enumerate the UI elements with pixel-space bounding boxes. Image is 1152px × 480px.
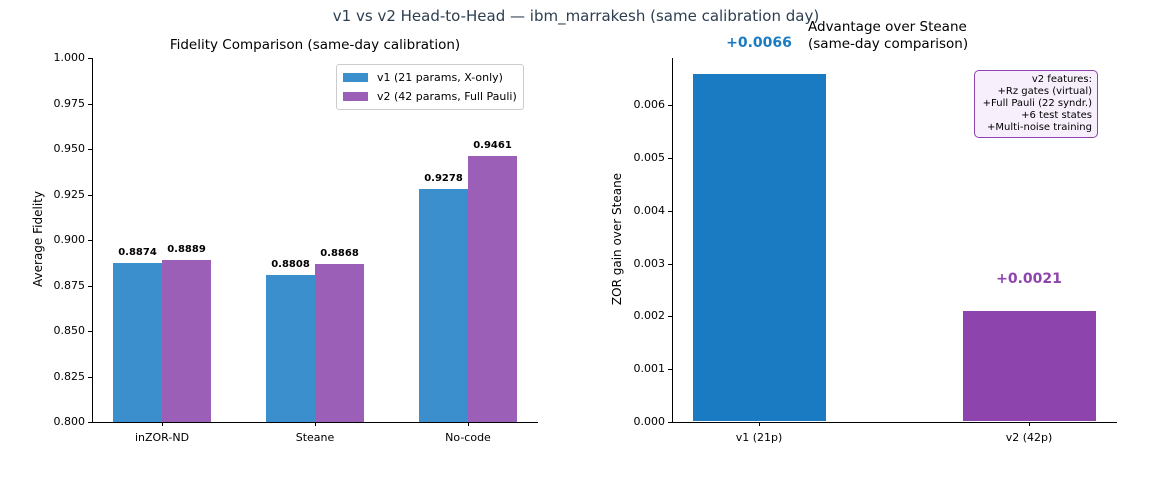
bar-value-label: 0.8889 — [167, 244, 206, 256]
legend: v1 (21 params, X-only) v2 (42 params, Ful… — [336, 64, 524, 110]
bar-value-label: 0.9278 — [424, 173, 463, 185]
bar-v2 — [468, 156, 517, 422]
legend-label: v1 (21 params, X-only) — [377, 71, 503, 84]
y-tick-label: 0.900 — [53, 233, 86, 246]
y-tick-label: 0.003 — [633, 256, 666, 270]
x-tick — [315, 422, 316, 426]
x-tick — [759, 422, 760, 426]
legend-item: v2 (42 params, Full Pauli) — [343, 87, 517, 106]
y-tick-label: 0.800 — [53, 415, 86, 428]
y-axis — [92, 58, 93, 422]
y-tick — [88, 376, 92, 378]
y-tick-label: 0.850 — [53, 324, 86, 337]
gain-value-label: +0.0021 — [996, 271, 1062, 288]
bar-v2 — [315, 264, 364, 422]
bar-value-label: 0.8874 — [118, 246, 157, 258]
bar-value-label: 0.9461 — [473, 140, 512, 152]
bar-v1 — [266, 274, 315, 422]
y-tick — [668, 369, 672, 371]
legend-swatch — [343, 73, 368, 82]
bar-v1 — [113, 262, 162, 422]
y-tick — [88, 103, 92, 105]
x-tick — [162, 422, 163, 426]
v2-features-annotation: v2 features: +Rz gates (virtual) +Full Pau… — [974, 70, 1098, 138]
y-tick-label: 0.000 — [633, 415, 666, 428]
bar-v1 — [419, 189, 468, 422]
y-tick-label: 1.000 — [53, 51, 86, 64]
y-tick — [668, 263, 672, 265]
y-tick — [668, 105, 672, 107]
annotation-line: +Rz gates (virtual) — [997, 86, 1092, 97]
y-tick-label: 0.005 — [633, 151, 666, 165]
y-tick — [88, 149, 92, 150]
chart-title: Advantage over Steane (same-day comparis… — [808, 19, 969, 52]
bar-v2 — [962, 311, 1096, 421]
y-tick — [88, 58, 92, 59]
bar-value-label: 0.8808 — [271, 258, 310, 270]
annotation-line: v2 features: — [1031, 74, 1092, 85]
x-tick-label: v2 (42p) — [1005, 431, 1053, 444]
y-tick-label: 0.875 — [53, 278, 86, 292]
y-tick — [668, 210, 672, 212]
y-tick-label: 0.825 — [53, 369, 86, 383]
y-tick — [88, 194, 92, 196]
y-axis-label: Average Fidelity — [31, 191, 45, 287]
annotation-line: +Multi-noise training — [987, 122, 1092, 133]
y-tick-label: 0.950 — [53, 142, 86, 155]
y-tick — [668, 422, 672, 423]
chart-title: Fidelity Comparison (same-day calibratio… — [169, 37, 461, 53]
legend-item: v1 (21 params, X-only) — [343, 68, 517, 87]
y-tick — [668, 316, 672, 318]
gain-value-label: +0.0066 — [726, 35, 792, 51]
y-tick — [88, 331, 92, 332]
y-tick-label: 0.975 — [53, 96, 86, 110]
x-tick-label: inZOR-ND — [134, 431, 190, 444]
y-tick — [668, 158, 672, 160]
x-tick-label: v1 (21p) — [735, 431, 783, 444]
legend-swatch — [343, 92, 368, 101]
y-tick-label: 0.006 — [633, 98, 666, 112]
x-tick-label: Steane — [295, 431, 335, 444]
x-axis — [672, 422, 1117, 423]
legend-label: v2 (42 params, Full Pauli) — [377, 90, 517, 103]
y-tick — [88, 422, 92, 423]
bar-value-label: 0.8868 — [320, 248, 359, 260]
x-tick — [468, 422, 469, 426]
annotation-line: +6 test states — [1021, 110, 1092, 121]
figure-title: v1 vs v2 Head-to-Head — ibm_marrakesh (s… — [332, 7, 820, 25]
bar-v2 — [162, 260, 211, 422]
y-axis — [672, 58, 673, 422]
y-tick — [88, 240, 92, 241]
y-tick — [88, 285, 92, 287]
x-tick-label: No-code — [445, 431, 491, 444]
x-tick — [1029, 422, 1030, 426]
annotation-line: +Full Pauli (22 syndr.) — [982, 98, 1092, 109]
y-tick-label: 0.004 — [633, 203, 666, 217]
y-tick-label: 0.001 — [633, 362, 666, 376]
bar-v1 — [692, 73, 826, 421]
y-tick-label: 0.002 — [633, 309, 666, 323]
y-axis-label: ZOR gain over Steane — [610, 172, 624, 306]
y-tick-label: 0.925 — [53, 187, 86, 201]
